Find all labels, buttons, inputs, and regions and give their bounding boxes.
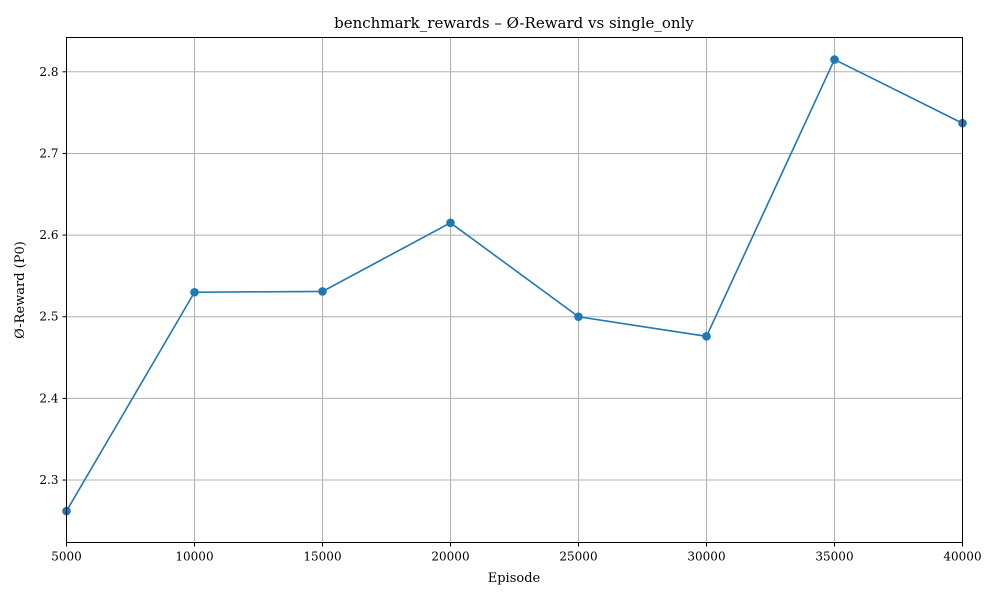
y-tick-label: 2.6 (39, 228, 58, 242)
x-tick-label: 30000 (687, 550, 725, 564)
y-tick-label: 2.3 (39, 473, 58, 487)
y-tick-label: 2.8 (39, 65, 58, 79)
y-axis-label: Ø-Reward (P0) (13, 241, 28, 339)
x-tick-label: 20000 (431, 550, 469, 564)
series-line (65, 58, 963, 512)
data-point (446, 218, 455, 228)
x-tick-label: 35000 (815, 550, 853, 564)
y-axis: 2.3 2.4 2.5 2.6 2.7 2.8 (39, 65, 67, 487)
y-tick-label: 2.5 (39, 310, 58, 324)
grid (66, 37, 963, 543)
plot-frame (66, 37, 963, 543)
x-tick-label: 5000 (51, 550, 82, 564)
data-point (318, 287, 327, 296)
x-tick-label: 40000 (943, 550, 981, 564)
x-axis-label: Episode (488, 571, 541, 586)
x-tick-label: 25000 (559, 550, 597, 564)
chart-title: benchmark_rewards – Ø-Reward vs single_o… (334, 14, 694, 32)
x-tick-label: 15000 (303, 550, 341, 564)
data-point (830, 55, 839, 64)
points-layer (62, 55, 967, 516)
x-axis: 5000 10000 15000 20000 25000 30000 35000 40000 (51, 542, 982, 564)
data-point (574, 312, 583, 322)
data-point (190, 287, 199, 297)
y-tick-label: 2.7 (39, 146, 58, 160)
data-point (702, 332, 711, 341)
x-tick-label: 10000 (175, 550, 213, 564)
y-tick-label: 2.4 (39, 391, 58, 405)
series-layer (65, 58, 963, 512)
